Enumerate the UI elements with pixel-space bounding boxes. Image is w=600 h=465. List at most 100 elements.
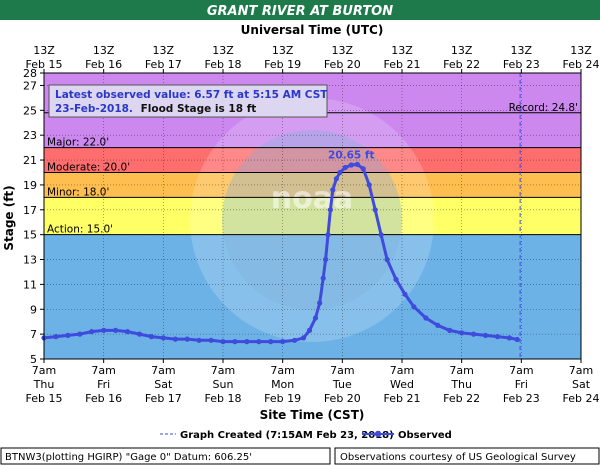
legend-observed-label: Observed [398,430,452,441]
x-tick-label: Mon [271,378,294,391]
threshold-label-major: Major: 22.0' [47,137,109,149]
y-tick-label: 13 [23,254,37,267]
top-tick-label: 13Z [33,44,55,57]
y-tick-label: 19 [23,179,37,192]
footer-datum-text: BTNW3(plotting HGIRP) "Gage 0" Datum: 60… [5,452,252,463]
observed-point [292,337,298,343]
observed-point [101,327,107,333]
observed-point [77,331,83,337]
observed-point [208,337,214,343]
latest-value-box: Latest observed value: 6.57 ft at 5:15 A… [48,84,328,118]
top-tick-label: 13Z [212,44,234,57]
observed-point [494,334,501,340]
footer-credit-text: Observations courtesy of US Geological S… [340,452,576,463]
x-tick-label: Tue [332,378,352,391]
y-tick-label: 11 [23,278,37,291]
legend-created-label: Graph Created (7:15AM Feb 23, 2018) [180,430,394,441]
top-tick-label: Feb 23 [503,58,540,71]
observed-point [482,332,489,338]
observed-point [220,339,226,345]
observed-point [244,339,250,345]
x-tick-label: Feb 17 [145,392,182,405]
x-tick-label: Feb 15 [26,392,63,405]
observed-series [41,161,520,345]
x-tick-label: 7am [330,364,354,377]
y-tick-label: 21 [23,154,37,167]
observed-point [354,161,360,167]
observed-point [337,169,343,176]
y-tick-label: 25 [23,104,37,117]
observed-point [506,335,512,341]
y-tick-label: 17 [23,204,37,217]
observed-point [366,182,372,188]
observed-point [317,300,323,306]
top-tick-label: 13Z [153,44,175,57]
observed-point [124,329,131,335]
observed-point [333,176,339,182]
y-tick-label: 28 [23,67,37,80]
x-tick-label: 7am [449,364,473,377]
top-tick-label: Feb 17 [145,58,182,71]
observed-point [342,164,348,171]
x-tick-label: 7am [509,364,533,377]
observed-point [360,166,366,172]
x-tick-label: 7am [270,364,294,377]
top-tick-label: 13Z [391,44,413,57]
latest-value-date: 23-Feb-2018. [55,103,133,115]
latest-value-line1: Latest observed value: 6.57 ft at 5:15 A… [55,89,328,101]
legend: Graph Created (7:15AM Feb 23, 2018) Obse… [160,430,452,441]
y-tick-label: 15 [23,229,37,242]
observed-point [325,232,331,238]
observed-point [459,330,465,336]
threshold-label-record: Record: 24.8' [509,102,578,114]
x-tick-label: Thu [33,378,55,391]
observed-point [256,339,262,345]
observed-point [327,207,333,213]
x-tick-label: Feb 23 [503,392,540,405]
footer: BTNW3(plotting HGIRP) "Gage 0" Datum: 60… [0,447,600,465]
observed-point [148,334,154,340]
y-tick-label: 9 [30,303,37,316]
top-tick-label: 13Z [272,44,294,57]
x-tick-label: 7am [32,364,56,377]
x-axis-label: Site Time (CST) [260,408,365,422]
x-tick-label: Feb 16 [85,392,122,405]
observed-point [312,315,319,321]
title-bar [0,0,600,20]
x-tick-label: Feb 18 [205,392,242,405]
observed-point [435,322,441,328]
top-axis-label: Universal Time (UTC) [241,23,384,37]
observed-point [172,336,178,342]
x-tick-label: Fri [515,378,528,391]
top-tick-label: Feb 20 [324,58,361,71]
x-tick-label: 7am [390,364,414,377]
top-tick-label: Feb 16 [85,58,122,71]
x-tick-label: Sun [213,378,234,391]
observed-point [348,162,354,168]
observed-point [514,336,520,343]
x-tick-label: Feb 19 [264,392,301,405]
top-tick-label: Feb 24 [563,58,600,71]
observed-point [402,291,408,297]
observed-point [306,327,313,333]
observed-point [113,327,119,333]
observed-point [300,335,307,341]
x-tick-label: Fri [97,378,110,391]
observed-point [393,276,399,282]
x-tick-label: 7am [569,364,593,377]
observed-point [160,335,166,341]
observed-point [447,327,453,333]
observed-point [65,332,71,338]
plot-frame [43,72,582,360]
top-tick-label: 13Z [451,44,473,57]
top-tick-label: 13Z [93,44,115,57]
flood-stage-text: Flood Stage is 18 ft [141,103,257,115]
observed-point [320,275,326,281]
peak-label: 20.65 ft [328,149,374,161]
observed-point [384,256,390,263]
x-tick-label: 7am [211,364,235,377]
chart-title: GRANT RIVER AT BURTON [207,4,393,19]
x-tick-label: Feb 21 [384,392,421,405]
